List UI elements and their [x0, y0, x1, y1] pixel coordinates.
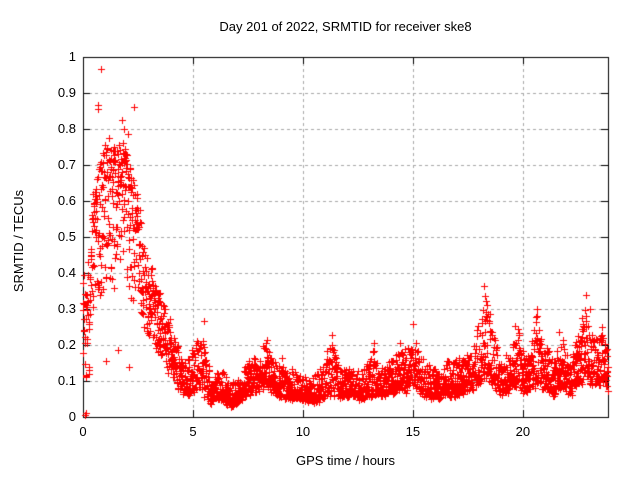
- x-axis-label: GPS time / hours: [296, 453, 395, 468]
- x-tick-label: 10: [295, 424, 311, 439]
- y-tick-label: 0.6: [57, 193, 76, 208]
- x-tick-label: 5: [189, 424, 197, 439]
- y-tick-label: 0.2: [57, 337, 76, 352]
- y-tick-label: 0.9: [57, 85, 76, 100]
- y-tick-label: 0.8: [57, 121, 76, 136]
- x-tick-label: 15: [405, 424, 421, 439]
- chart-title: Day 201 of 2022, SRMTID for receiver ske…: [219, 19, 472, 34]
- y-tick-label: 0: [68, 409, 76, 424]
- x-tick-label: 20: [515, 424, 531, 439]
- y-tick-label: 0.4: [57, 265, 76, 280]
- y-tick-label: 0.5: [57, 229, 76, 244]
- y-tick-label: 0.3: [57, 301, 76, 316]
- x-tick-label: 0: [79, 424, 87, 439]
- y-tick-label: 0.7: [57, 157, 76, 172]
- y-tick-label: 0.1: [57, 373, 76, 388]
- y-tick-label: 1: [68, 49, 76, 64]
